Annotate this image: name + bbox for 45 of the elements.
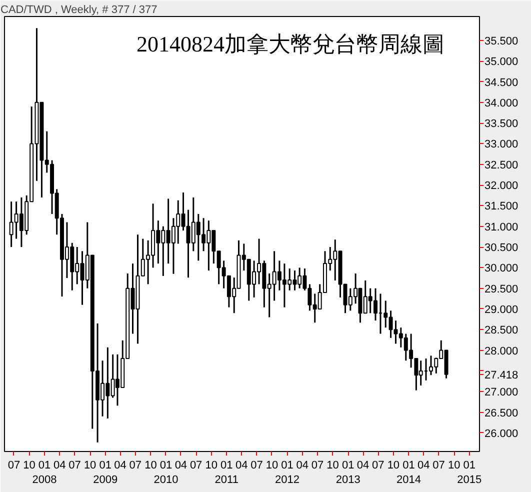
x-tick-label: 07 — [311, 460, 324, 472]
y-tick-label: 30.500 — [484, 242, 518, 254]
y-tick-label: 32.000 — [484, 180, 518, 192]
y-tick-label: 35.000 — [484, 56, 518, 68]
x-tick-label: 04 — [356, 460, 370, 472]
y-tick-label: 29.000 — [484, 304, 518, 316]
y-tick-label: 31.500 — [484, 200, 518, 213]
y-tick-label: 26.000 — [484, 428, 518, 440]
y-tick-label: 26.500 — [484, 407, 518, 420]
text: 20140824加拿大幣兌台幣周線圖 — [136, 32, 444, 56]
x-tick-label: 10 — [205, 460, 218, 472]
x-tick-label: 04 — [114, 460, 126, 472]
x-tick-label: 10 — [23, 460, 36, 472]
text: CAD/TWD , Weekly, # 377 / 377 — [0, 4, 158, 16]
x-tick-label: 07 — [250, 460, 263, 472]
y-tick-label: 28.000 — [484, 345, 518, 358]
x-tick-label: 10 — [326, 460, 339, 472]
x-tick-label: 07 — [190, 460, 202, 472]
x-tick-label: 10 — [144, 460, 157, 472]
y-tick-label: 33.500 — [484, 118, 518, 130]
x-tick-label: 04 — [174, 460, 188, 472]
x-tick-label: 10 — [387, 460, 400, 472]
x-tick-label: 07 — [372, 460, 384, 472]
x-tick-label: 04 — [235, 460, 248, 472]
x-tick-label: 07 — [68, 460, 81, 472]
y-tick-label: 31.000 — [484, 221, 518, 234]
x-tick-label: 07 — [432, 460, 445, 472]
x-tick-label: 07 — [129, 460, 142, 472]
x-tick-label: 04 — [54, 460, 66, 472]
y-tick-label: 32.500 — [484, 159, 518, 172]
x-tick-label: 10 — [448, 460, 460, 472]
y-tick-label: 34.500 — [484, 76, 518, 89]
x-tick-label: 07 — [8, 460, 20, 472]
y-tick-label: 33.000 — [484, 138, 518, 151]
x-tick-label: 10 — [84, 460, 96, 472]
y-tick-label: 30.000 — [484, 262, 518, 275]
y-tick-label: 27.000 — [484, 386, 518, 399]
y-tick-label: 28.500 — [484, 324, 518, 337]
y-tick-label: 29.500 — [484, 283, 518, 296]
x-tick-label: 10 — [266, 460, 278, 472]
x-tick-label: 04 — [418, 460, 430, 472]
y-tick-label: 27.418 — [484, 369, 518, 382]
y-tick-label: 35.500 — [484, 35, 518, 48]
x-tick-label: 04 — [296, 460, 309, 472]
y-tick-label: 34.000 — [484, 97, 518, 110]
